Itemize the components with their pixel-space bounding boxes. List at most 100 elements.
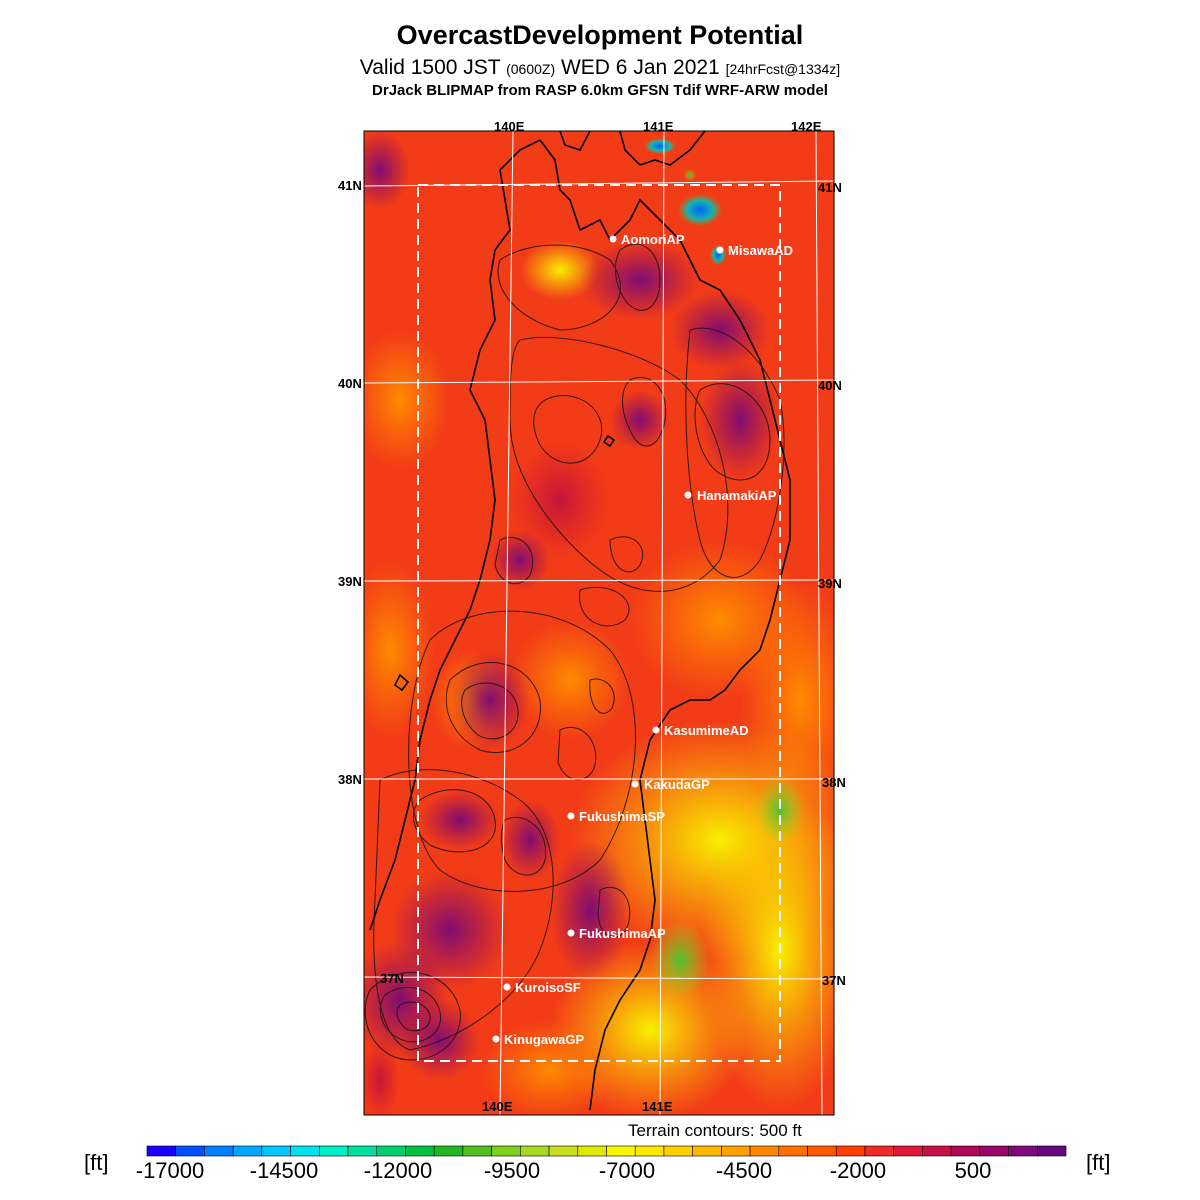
colorbar-label: -12000	[363, 1158, 433, 1183]
valid-time: Valid 1500 JST (0600Z) WED 6 Jan 2021 [2…	[0, 56, 1200, 80]
domain-box	[417, 184, 781, 1062]
lat-label-37n-left: 37N	[380, 971, 404, 986]
lat-label-40n-right: 40N	[818, 378, 842, 393]
colorbar-swatch	[778, 1145, 808, 1157]
station-fukushima-ap[interactable]: FukushimaAP	[567, 926, 667, 941]
colorbar-swatch	[462, 1145, 492, 1157]
station-label: KasumimeAD	[664, 723, 749, 738]
lon-label-141e-bottom: 141E	[642, 1099, 673, 1114]
colorbar-swatch	[864, 1145, 894, 1157]
station-marker	[609, 235, 617, 243]
colorbar-swatch	[606, 1145, 636, 1157]
station-marker	[684, 491, 692, 499]
station-marker	[567, 812, 575, 820]
station-marker	[652, 726, 660, 734]
lon-label-140e-top: 140E	[494, 119, 525, 134]
station-kinugawa[interactable]: KinugawaGP	[492, 1032, 585, 1047]
forecast-info: [24hrFcst@1334z]	[725, 61, 841, 77]
lat-label-39n-right: 39N	[818, 576, 842, 591]
colorbar-swatch	[922, 1145, 952, 1157]
colorbar-label: -17000	[135, 1158, 205, 1183]
station-marker	[503, 983, 511, 991]
colorbar-swatch	[433, 1145, 464, 1157]
station-marker	[567, 929, 575, 937]
colorbar-label: 500	[954, 1158, 992, 1183]
colorbar-swatch	[405, 1145, 435, 1157]
overcast-field	[364, 131, 834, 1115]
lon-labels-bottom: 140E 141E	[482, 1099, 673, 1114]
station-label: FukushimaSP	[579, 809, 665, 824]
valid-date: WED 6 Jan 2021	[560, 56, 720, 79]
valid-utc: (0600Z)	[506, 61, 556, 77]
colorbar-swatch	[290, 1145, 320, 1157]
colorbar-swatch	[347, 1145, 378, 1157]
map-frame	[363, 130, 835, 1116]
map-title: OvercastDevelopment Potential	[396, 20, 804, 50]
station-marker	[492, 1035, 500, 1043]
lon-label-141e-top: 141E	[643, 119, 674, 134]
station-label: KuroisoSF	[515, 980, 581, 995]
station-label: FukushimaAP	[579, 926, 666, 941]
lat-label-41n-right: 41N	[818, 180, 842, 195]
colorbar-swatch	[261, 1145, 291, 1157]
lon-label-140e-bottom: 140E	[482, 1099, 513, 1114]
colorbar-swatch	[1036, 1145, 1067, 1157]
colorbar-label: -4500	[715, 1158, 773, 1183]
colorbar-swatch	[807, 1145, 837, 1157]
station-marker	[631, 780, 639, 788]
colorbar-swatch	[376, 1145, 406, 1157]
station-marker	[716, 246, 724, 254]
colorbar-label: -14500	[249, 1158, 319, 1183]
station-label: HanamakiAP	[697, 488, 777, 503]
colorbar-swatch	[663, 1145, 693, 1157]
lat-label-39n-left: 39N	[338, 574, 362, 589]
lon-labels-top: 140E 141E 142E	[494, 119, 822, 134]
lat-label-40n-left: 40N	[338, 376, 362, 391]
lat-label-41n-left: 41N	[338, 178, 362, 193]
station-label: KinugawaGP	[504, 1032, 585, 1047]
colorbar-swatch	[950, 1145, 981, 1157]
colorbar-swatch	[175, 1145, 205, 1157]
colorbar-swatch	[692, 1145, 722, 1157]
model-description: DrJack BLIPMAP from RASP 6.0km GFSN Tdif…	[372, 82, 828, 99]
colorbar-swatch	[146, 1145, 177, 1157]
colorbar-swatch	[749, 1145, 780, 1157]
lat-label-37n-right: 37N	[822, 973, 846, 988]
station-kakuda[interactable]: KakudaGP	[631, 777, 711, 792]
colorbar	[146, 1145, 1067, 1157]
lat-labels-left: 41N 40N 39N 38N 37N	[338, 178, 404, 986]
lon-label-142e-top: 142E	[791, 119, 822, 134]
colorbar-label: -2000	[829, 1158, 887, 1183]
station-kuroiso[interactable]: KuroisoSF	[503, 980, 581, 995]
station-aomori[interactable]: AomoriAP	[609, 232, 685, 247]
colorbar-swatch	[204, 1145, 234, 1157]
unit-label-right: [ft]	[1086, 1150, 1111, 1175]
station-label: MisawaAD	[728, 243, 793, 258]
colorbar-swatch	[577, 1145, 607, 1157]
lat-label-38n-left: 38N	[338, 772, 362, 787]
terrain-contour-note: Terrain contours: 500 ft	[628, 1121, 802, 1140]
station-kasumime[interactable]: KasumimeAD	[652, 723, 749, 738]
station-misawa[interactable]: MisawaAD	[716, 243, 794, 258]
colorbar-swatch	[634, 1145, 665, 1157]
colorbar-swatch	[520, 1145, 550, 1157]
valid-main: Valid 1500 JST	[359, 56, 501, 79]
colorbar-swatch	[548, 1145, 579, 1157]
colorbar-swatch	[491, 1145, 521, 1157]
colorbar-swatch	[893, 1145, 923, 1157]
stations: AomoriAP MisawaAD HanamakiAP KasumimeAD …	[492, 232, 794, 1047]
colorbar-label: -7000	[598, 1158, 656, 1183]
colorbar-swatch	[1008, 1145, 1038, 1157]
station-fukushima-sp[interactable]: FukushimaSP	[567, 809, 666, 824]
colorbar-swatch	[319, 1145, 349, 1157]
colorbar-swatch	[835, 1145, 866, 1157]
unit-label-left: [ft]	[84, 1150, 109, 1175]
lat-lon-grid	[363, 130, 835, 1116]
station-label: AomoriAP	[621, 232, 685, 247]
station-hanamaki[interactable]: HanamakiAP	[684, 488, 777, 503]
lat-label-38n-right: 38N	[822, 775, 846, 790]
station-label: KakudaGP	[644, 777, 710, 792]
colorbar-label: -9500	[483, 1158, 541, 1183]
colorbar-swatch	[979, 1145, 1009, 1157]
